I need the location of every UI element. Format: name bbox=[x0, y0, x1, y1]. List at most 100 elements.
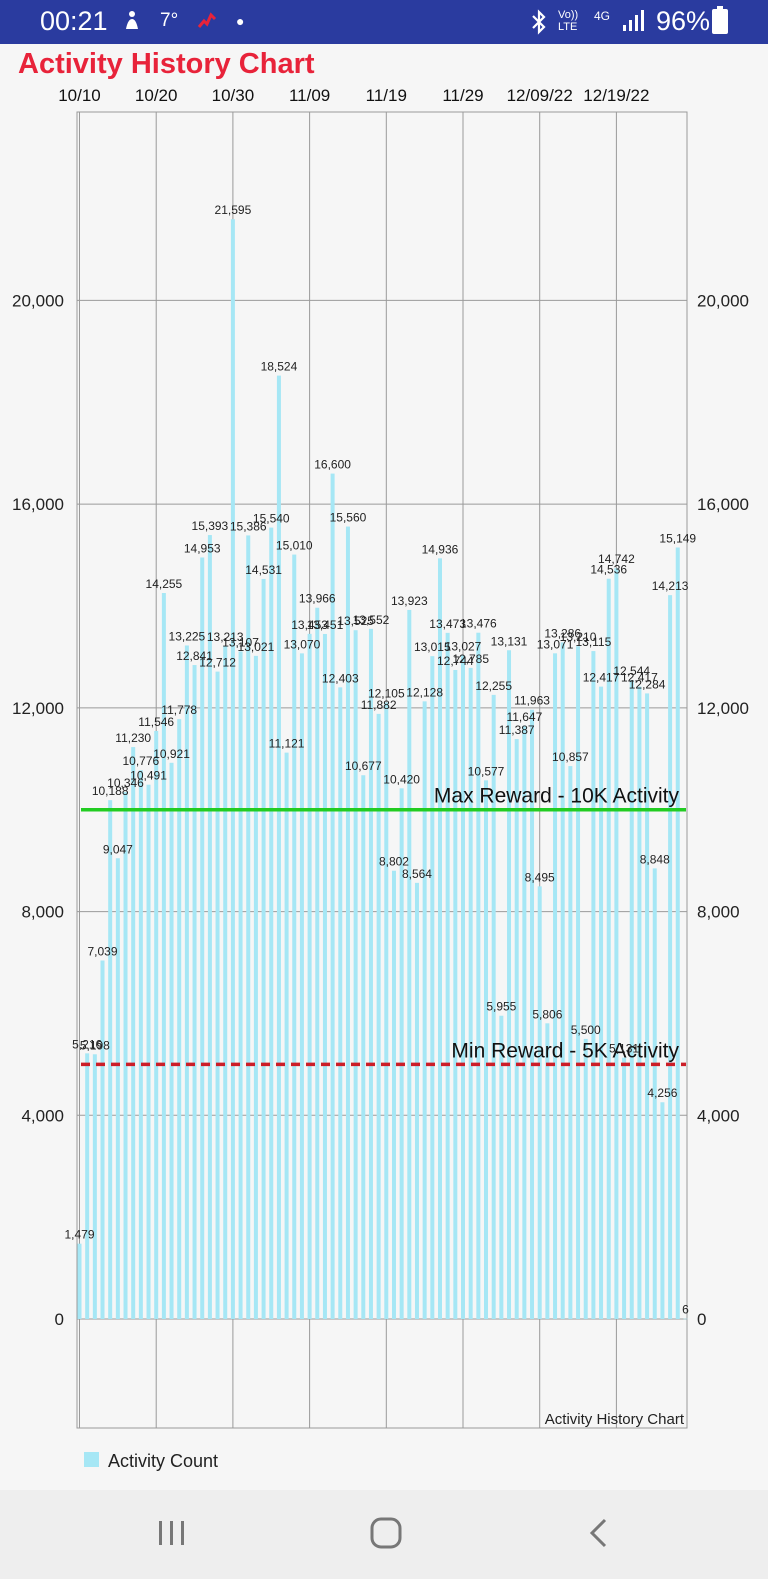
data-label: 13,021 bbox=[238, 640, 275, 654]
y-tick-label-left: 12,000 bbox=[12, 699, 64, 718]
chart-bar bbox=[246, 535, 251, 1319]
data-label: 13,210 bbox=[560, 630, 597, 644]
data-label: 14,936 bbox=[422, 542, 459, 556]
data-label: 13,286 bbox=[544, 626, 581, 640]
x-tick-label: 10/10 bbox=[58, 86, 101, 105]
data-label: 13,525 bbox=[337, 614, 374, 628]
chart-bar bbox=[368, 628, 373, 1319]
home-button[interactable] bbox=[356, 1508, 416, 1558]
chart-bar bbox=[292, 554, 297, 1319]
chart-bar bbox=[276, 375, 281, 1319]
data-label: 13,107 bbox=[222, 635, 259, 649]
data-label: 5,955 bbox=[486, 1000, 516, 1014]
data-label: 12,284 bbox=[629, 677, 666, 691]
chart-bar bbox=[545, 1023, 550, 1319]
back-button[interactable] bbox=[570, 1508, 630, 1558]
data-label: 10,857 bbox=[552, 750, 589, 764]
data-label: 5,131 bbox=[609, 1042, 639, 1056]
data-label: 12,417 bbox=[583, 671, 620, 685]
data-label: 10,346 bbox=[107, 776, 144, 790]
chart-bar bbox=[238, 651, 243, 1319]
legend-label: Activity Count bbox=[108, 1451, 218, 1471]
chart-bar bbox=[307, 633, 312, 1319]
chart-bar bbox=[652, 868, 657, 1319]
data-label: 12,105 bbox=[368, 687, 405, 701]
data-label: 11,546 bbox=[138, 715, 174, 729]
chart-bar bbox=[675, 547, 680, 1319]
chart-bar bbox=[637, 686, 642, 1319]
chart-bar bbox=[522, 725, 527, 1319]
chart-bar bbox=[269, 527, 274, 1319]
data-label: 15,540 bbox=[253, 512, 290, 526]
chart-bar bbox=[85, 1053, 90, 1319]
data-label: 8,802 bbox=[379, 855, 409, 869]
recents-button[interactable] bbox=[142, 1508, 202, 1558]
data-label: 11,121 bbox=[269, 737, 305, 751]
battery-percent: 96% bbox=[656, 6, 711, 36]
chart-bar bbox=[100, 960, 105, 1319]
x-tick-label: 12/19/22 bbox=[583, 86, 649, 105]
data-label: 14,255 bbox=[146, 577, 183, 591]
data-label: 5,216 bbox=[72, 1037, 102, 1051]
data-label: 12,712 bbox=[199, 656, 236, 670]
chart-bar bbox=[491, 694, 496, 1319]
chart-bar bbox=[92, 1054, 97, 1319]
data-label: 14,536 bbox=[590, 563, 627, 577]
data-label: 12,417 bbox=[621, 671, 658, 685]
chart-bar bbox=[184, 645, 189, 1319]
data-label: 10,491 bbox=[130, 769, 167, 783]
chart-bar bbox=[453, 669, 458, 1319]
data-label: 18,524 bbox=[261, 360, 298, 374]
chart-bar bbox=[123, 792, 128, 1319]
chart-bar bbox=[468, 667, 473, 1319]
chart-bar bbox=[261, 578, 266, 1319]
data-label: 11,882 bbox=[361, 698, 397, 712]
data-label: 10,677 bbox=[345, 759, 382, 773]
data-label: 13,451 bbox=[307, 618, 344, 632]
y-tick-label-right: 0 bbox=[697, 1310, 706, 1329]
plot-border bbox=[76, 111, 688, 1429]
chart-container[interactable]: 0 0 4,000 4,000 8,000 8,000 12,000 12,000 16,000… bbox=[0, 80, 768, 1480]
data-label: 11,647 bbox=[506, 710, 542, 724]
chart-bar bbox=[345, 526, 350, 1319]
data-label: 11,387 bbox=[499, 723, 535, 737]
data-label: 12,785 bbox=[452, 652, 489, 666]
chart-bar bbox=[514, 739, 519, 1319]
page-title: Activity History Chart bbox=[18, 48, 315, 80]
data-label: 12,255 bbox=[475, 679, 512, 693]
data-label: 14,531 bbox=[245, 563, 282, 577]
chart-bar bbox=[384, 702, 389, 1319]
chart-bar bbox=[230, 219, 235, 1320]
data-label: 12,841 bbox=[176, 649, 213, 663]
x-tick-label: 10/30 bbox=[212, 86, 255, 105]
chart-bar bbox=[507, 650, 512, 1319]
chart-bar bbox=[606, 578, 611, 1319]
chart-bar bbox=[445, 632, 450, 1319]
data-label: 13,473 bbox=[429, 617, 466, 631]
data-label: 11,963 bbox=[514, 694, 550, 708]
chart-bar bbox=[177, 719, 182, 1319]
chart-bar bbox=[115, 858, 120, 1319]
chart-bar bbox=[108, 800, 113, 1319]
y-tick-label-left: 8,000 bbox=[21, 903, 64, 922]
data-label: 12,128 bbox=[406, 685, 443, 699]
data-label: 15,149 bbox=[659, 531, 696, 545]
data-label: 21,595 bbox=[215, 203, 252, 217]
chart-bar bbox=[161, 593, 166, 1319]
bluetooth-icon bbox=[528, 9, 550, 41]
data-label: 8,495 bbox=[525, 870, 555, 884]
max-reward-label: Max Reward - 10K Activity bbox=[434, 785, 680, 808]
data-label: 10,420 bbox=[383, 772, 420, 786]
chart-bar bbox=[253, 655, 258, 1319]
chart-bar bbox=[629, 680, 634, 1319]
chart-bar bbox=[537, 886, 542, 1319]
status-bar: 00:21 7° ● Vo)) LTE 4G 96% bbox=[0, 0, 768, 44]
data-label: 13,131 bbox=[491, 634, 528, 648]
activity-chart[interactable]: 0 0 4,000 4,000 8,000 8,000 12,000 12,000 16,000… bbox=[0, 80, 768, 1480]
y-tick-label-right: 16,000 bbox=[697, 495, 749, 514]
data-label: 14,213 bbox=[652, 579, 689, 593]
chart-bar bbox=[376, 713, 381, 1319]
data-label: 8,848 bbox=[640, 852, 670, 866]
chart-bar bbox=[645, 693, 650, 1319]
y-tick-label-left: 20,000 bbox=[12, 291, 64, 310]
